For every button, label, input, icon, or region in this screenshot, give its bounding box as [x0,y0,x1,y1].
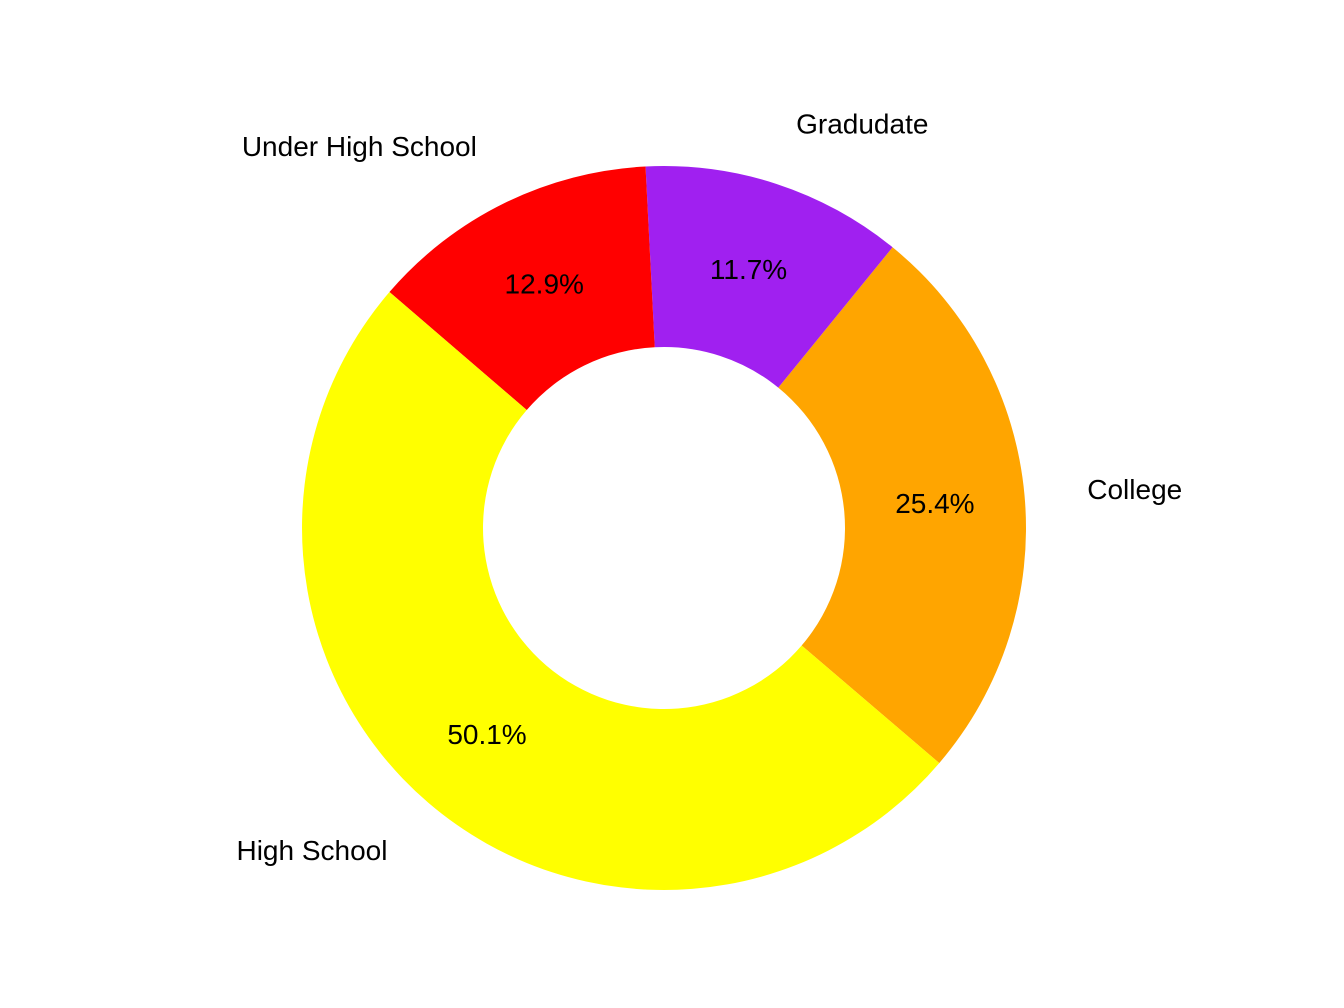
slice-high-school [302,292,940,890]
pct-label-gradudate: 11.7% [710,254,787,285]
donut-slices [302,166,1026,890]
slice-college [778,247,1026,764]
slice-gradudate [645,166,893,388]
category-labels: College Gradudate Under High School High Sc… [236,109,1182,867]
slice-under-high-school [389,166,655,411]
pct-label-college: 25.4% [895,488,974,519]
category-label-under-high-school: Under High School [242,131,477,162]
category-label-high-school: High School [236,835,387,866]
percentage-labels: 25.4% 11.7% 12.9% 50.1% [447,254,974,750]
category-label-college: College [1087,474,1182,505]
category-label-gradudate: Gradudate [796,109,928,140]
pct-label-under-high-school: 12.9% [505,268,584,299]
pct-label-high-school: 50.1% [447,719,526,750]
